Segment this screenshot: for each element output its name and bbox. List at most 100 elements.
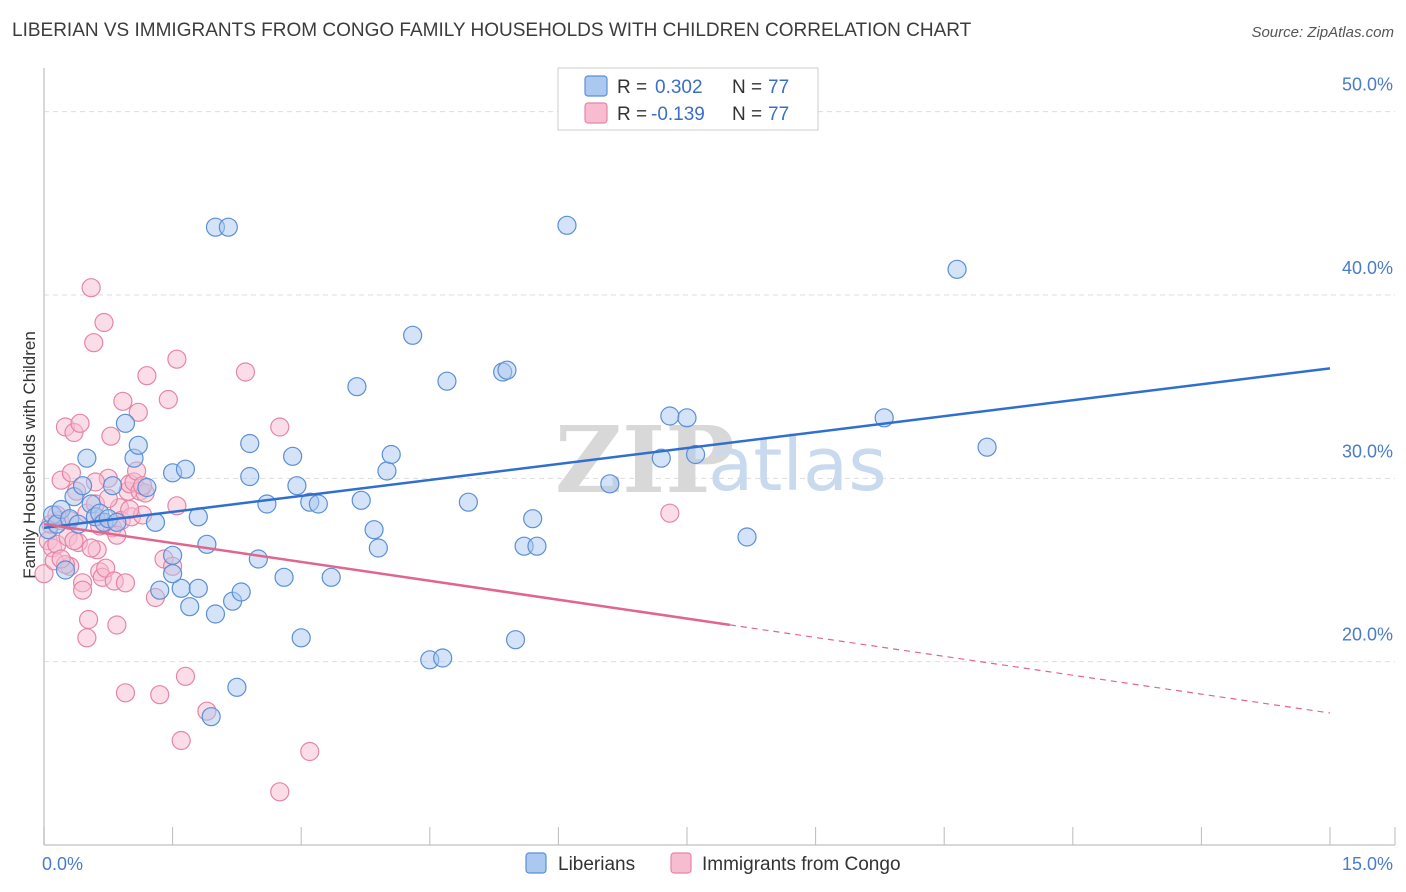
y-tick-label-0: 20.0%	[1342, 625, 1393, 645]
liberian-point-51	[368, 538, 388, 558]
liberian-point-29	[197, 534, 217, 554]
legend-r-value-1: 0.302	[655, 77, 703, 98]
congo-point-52	[171, 730, 191, 751]
y-tick-label-1: 30.0%	[1342, 441, 1393, 461]
liberian-point-33	[218, 217, 238, 237]
liberian-point-38	[240, 433, 260, 454]
congo-point-45	[137, 366, 157, 386]
congo-point-35	[115, 573, 136, 593]
liberian-point-31	[205, 604, 226, 624]
congo-point-73	[120, 499, 140, 520]
liberian-trendline	[43, 367, 1331, 530]
source-label: Source: ZipAtlas.com	[1251, 24, 1394, 41]
liberian-point-39	[248, 549, 268, 569]
liberian-point-65	[557, 215, 577, 235]
liberian-point-69	[677, 408, 697, 428]
congo-point-72	[81, 538, 101, 558]
congo-point-11	[61, 463, 82, 483]
congo-point-34	[113, 391, 133, 411]
y-axis-label: Family Households with Children	[20, 331, 39, 579]
legend-swatch-congo	[584, 102, 608, 124]
liberian-point-50	[364, 520, 384, 540]
liberian-point-4	[55, 560, 76, 580]
liberian-point-61	[505, 630, 526, 650]
watermark-atlas: atlas	[708, 422, 887, 508]
bottom-legend-swatch-congo	[670, 852, 692, 874]
liberian-points	[38, 215, 997, 727]
x-tick-labels: 0.0% 15.0%	[42, 854, 1393, 874]
liberian-point-42	[283, 446, 303, 466]
congo-point-28	[101, 426, 121, 446]
liberian-point-64	[527, 536, 547, 556]
liberian-point-25	[150, 580, 170, 600]
congo-point-59	[660, 503, 680, 523]
liberian-point-60	[497, 360, 517, 380]
axes	[43, 68, 1396, 846]
bottom-legend-swatch-liberians	[525, 852, 547, 874]
liberian-point-56	[433, 648, 453, 668]
liberian-point-8	[77, 448, 97, 468]
liberian-point-58	[458, 492, 478, 512]
liberian-point-49	[351, 490, 371, 510]
liberian-point-36	[231, 582, 251, 602]
legend-n-label-2: N =	[732, 104, 762, 125]
liberian-point-70	[685, 444, 706, 465]
liberian-point-26	[180, 597, 200, 617]
legend-r-label-2: R =	[617, 104, 647, 125]
liberian-point-47	[321, 567, 341, 587]
congo-point-68	[72, 580, 93, 600]
liberian-point-68	[660, 406, 680, 426]
watermark: ZIP atlas	[555, 406, 887, 514]
congo-point-58	[300, 741, 320, 762]
liberian-point-37	[240, 466, 260, 487]
chart-title: LIBERIAN VS IMMIGRANTS FROM CONGO FAMILY…	[12, 20, 972, 41]
liberian-point-7	[72, 476, 93, 496]
congo-point-0	[34, 564, 54, 584]
legend-r-label-1: R =	[617, 77, 647, 98]
congo-point-71	[64, 531, 84, 551]
liberian-point-22	[163, 564, 183, 584]
y-tick-label-3: 50.0%	[1342, 75, 1393, 95]
liberian-point-54	[403, 325, 423, 345]
congo-trendline-dashed	[729, 624, 1331, 714]
congo-point-47	[150, 685, 170, 705]
x-tick-label-0: 0.0%	[42, 854, 83, 874]
y-tick-label-2: 40.0%	[1342, 258, 1393, 278]
congo-point-15	[70, 413, 90, 433]
liberian-point-17	[128, 435, 148, 455]
legend-r-value-2: -0.139	[651, 104, 705, 125]
liberian-point-24	[175, 459, 196, 479]
congo-point-49	[158, 389, 178, 410]
bottom-legend: Liberians Immigrants from Congo	[525, 852, 901, 875]
y-tick-labels: 20.0% 30.0% 40.0% 50.0%	[1342, 75, 1393, 645]
congo-point-41	[128, 402, 148, 422]
congo-point-57	[270, 417, 290, 437]
congo-point-18	[78, 609, 99, 630]
liberian-point-14	[102, 476, 123, 496]
trendlines	[43, 367, 1331, 714]
x-tick-label-1: 15.0%	[1342, 854, 1393, 874]
congo-point-19	[81, 278, 101, 298]
liberian-point-20	[163, 545, 183, 565]
congo-point-60	[94, 312, 114, 333]
congo-point-20	[84, 333, 104, 353]
liberian-point-18	[137, 477, 157, 498]
liberian-point-28	[188, 578, 208, 598]
congo-point-61	[115, 683, 136, 703]
liberian-point-35	[227, 677, 247, 697]
legend-n-value-2: 77	[768, 104, 789, 125]
liberian-point-41	[274, 567, 294, 587]
liberian-point-46	[308, 494, 328, 514]
liberian-point-75	[115, 413, 136, 433]
liberian-point-73	[947, 259, 967, 279]
bottom-legend-label-liberians: Liberians	[558, 854, 635, 875]
liberian-point-52	[377, 461, 397, 481]
liberian-point-67	[651, 448, 671, 468]
bottom-legend-label-congo: Immigrants from Congo	[702, 854, 901, 875]
liberian-point-40	[257, 494, 277, 514]
congo-point-65	[77, 628, 97, 648]
liberian-point-71	[737, 527, 757, 547]
legend-n-value-1: 77	[768, 77, 789, 98]
liberian-point-44	[291, 628, 311, 648]
